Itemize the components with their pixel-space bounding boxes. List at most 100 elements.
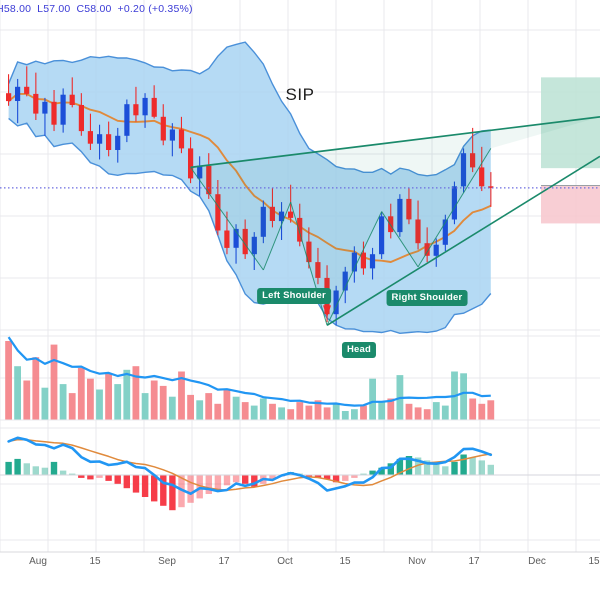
macd-histogram-bar-12 xyxy=(114,475,121,484)
volume-bar-23 xyxy=(214,403,222,420)
moving-average-line xyxy=(8,92,492,263)
candle-body-23 xyxy=(215,194,221,231)
volume-bar-6 xyxy=(59,384,67,420)
candle-body-26 xyxy=(242,228,248,255)
macd-histogram-bar-44 xyxy=(405,456,413,475)
macd-histogram-bar-20 xyxy=(187,475,194,503)
ohlc-change: +0.20 (+0.35%) xyxy=(117,3,193,15)
macd-histogram-bar-10 xyxy=(96,475,103,478)
candle-body-45 xyxy=(415,219,421,244)
volume-bar-51 xyxy=(469,398,477,420)
candle-body-38 xyxy=(351,252,357,272)
volume-bar-30 xyxy=(278,407,285,420)
candle-body-50 xyxy=(460,153,467,187)
x-axis-tick-0: Aug xyxy=(29,556,47,567)
volume-bar-9 xyxy=(87,378,94,420)
candle-body-5 xyxy=(51,101,57,125)
candle-body-33 xyxy=(306,241,312,263)
candle-body-25 xyxy=(233,228,239,248)
candle-body-1 xyxy=(15,86,21,101)
candle-body-27 xyxy=(251,236,257,255)
candle-body-19 xyxy=(178,129,185,149)
macd-histogram-bar-53 xyxy=(487,464,494,476)
macd-histogram-bar-24 xyxy=(223,475,231,486)
candle-body-24 xyxy=(224,230,230,248)
volume-bar-42 xyxy=(387,398,395,420)
volume-bar-22 xyxy=(205,393,213,420)
candle-body-0 xyxy=(6,93,12,102)
candle-body-10 xyxy=(97,134,103,144)
candle-body-40 xyxy=(369,254,376,269)
candle-body-17 xyxy=(160,116,166,141)
volume-bar-29 xyxy=(269,403,276,420)
candle-body-30 xyxy=(278,211,285,222)
ohlc-high: H58.00 xyxy=(0,3,32,15)
volume-bar-46 xyxy=(423,409,431,420)
candle-body-46 xyxy=(424,243,430,256)
candle-body-34 xyxy=(315,262,321,278)
candle-body-37 xyxy=(342,271,348,291)
macd-histogram-bar-22 xyxy=(205,475,212,494)
x-axis-tick-9: 15 xyxy=(588,556,600,567)
pattern-label-left-shoulder: Left Shoulder xyxy=(257,288,331,304)
pattern-leg-4 xyxy=(326,211,383,326)
macd-histogram-bar-14 xyxy=(132,475,140,493)
volume-bar-18 xyxy=(168,396,176,420)
volume-bar-0 xyxy=(5,341,12,420)
pattern-leg-6 xyxy=(417,148,492,268)
candle-body-9 xyxy=(87,131,93,144)
macd-histogram-bar-34 xyxy=(314,475,322,478)
volume-bar-14 xyxy=(132,366,140,420)
candle-body-21 xyxy=(197,165,203,179)
volume-bar-33 xyxy=(305,405,313,420)
x-axis-labels: Aug 15 Sep 17 Oct 15 Nov 17 Dec 15 xyxy=(0,552,600,574)
candle-body-29 xyxy=(269,206,275,221)
bollinger-upper-line xyxy=(7,41,491,177)
macd-histogram-bar-16 xyxy=(151,475,158,502)
volume-bar-37 xyxy=(341,411,349,420)
volume-bar-7 xyxy=(68,393,76,420)
macd-histogram-bar-2 xyxy=(23,463,30,475)
page-title: SIP xyxy=(285,85,315,104)
macd-histogram-bar-47 xyxy=(433,463,440,475)
ohlc-close: C58.00 xyxy=(76,3,112,15)
volume-bar-32 xyxy=(296,402,304,420)
volume-bar-47 xyxy=(432,402,440,420)
candle-body-43 xyxy=(397,198,403,233)
volume-bar-24 xyxy=(223,389,231,420)
pattern-fill xyxy=(190,116,600,326)
volume-bar-25 xyxy=(232,396,240,420)
candle-body-48 xyxy=(442,219,448,245)
volume-bar-12 xyxy=(114,384,122,420)
macd-histogram-bar-49 xyxy=(451,461,458,476)
volume-bar-50 xyxy=(460,373,467,420)
volume-bar-16 xyxy=(150,380,158,420)
volume-bar-21 xyxy=(196,400,204,420)
volume-bar-27 xyxy=(250,405,258,420)
candle-body-14 xyxy=(133,104,139,116)
volume-bar-38 xyxy=(351,409,358,420)
macd-histogram-bar-48 xyxy=(442,466,449,476)
candle-body-36 xyxy=(333,290,339,315)
bollinger-lower-line xyxy=(8,117,492,335)
volume-bar-44 xyxy=(405,403,413,420)
volume-bar-11 xyxy=(105,373,112,420)
candle-body-13 xyxy=(124,104,130,136)
macd-histogram-bar-1 xyxy=(14,458,21,475)
macd-histogram-bar-9 xyxy=(87,475,94,480)
candle-body-18 xyxy=(169,129,175,141)
volume-bar-8 xyxy=(77,368,85,420)
volume-bar-26 xyxy=(241,402,249,420)
volume-bar-52 xyxy=(478,403,486,420)
volume-bar-13 xyxy=(123,369,131,420)
macd-histogram-bar-45 xyxy=(414,457,422,476)
macd-histogram-bar-13 xyxy=(123,475,130,489)
x-axis-tick-7: 17 xyxy=(468,556,480,567)
neckline xyxy=(190,115,600,169)
macd-histogram-bar-21 xyxy=(196,475,203,499)
macd-histogram-bar-29 xyxy=(269,475,276,480)
volume-bar-19 xyxy=(178,371,185,420)
